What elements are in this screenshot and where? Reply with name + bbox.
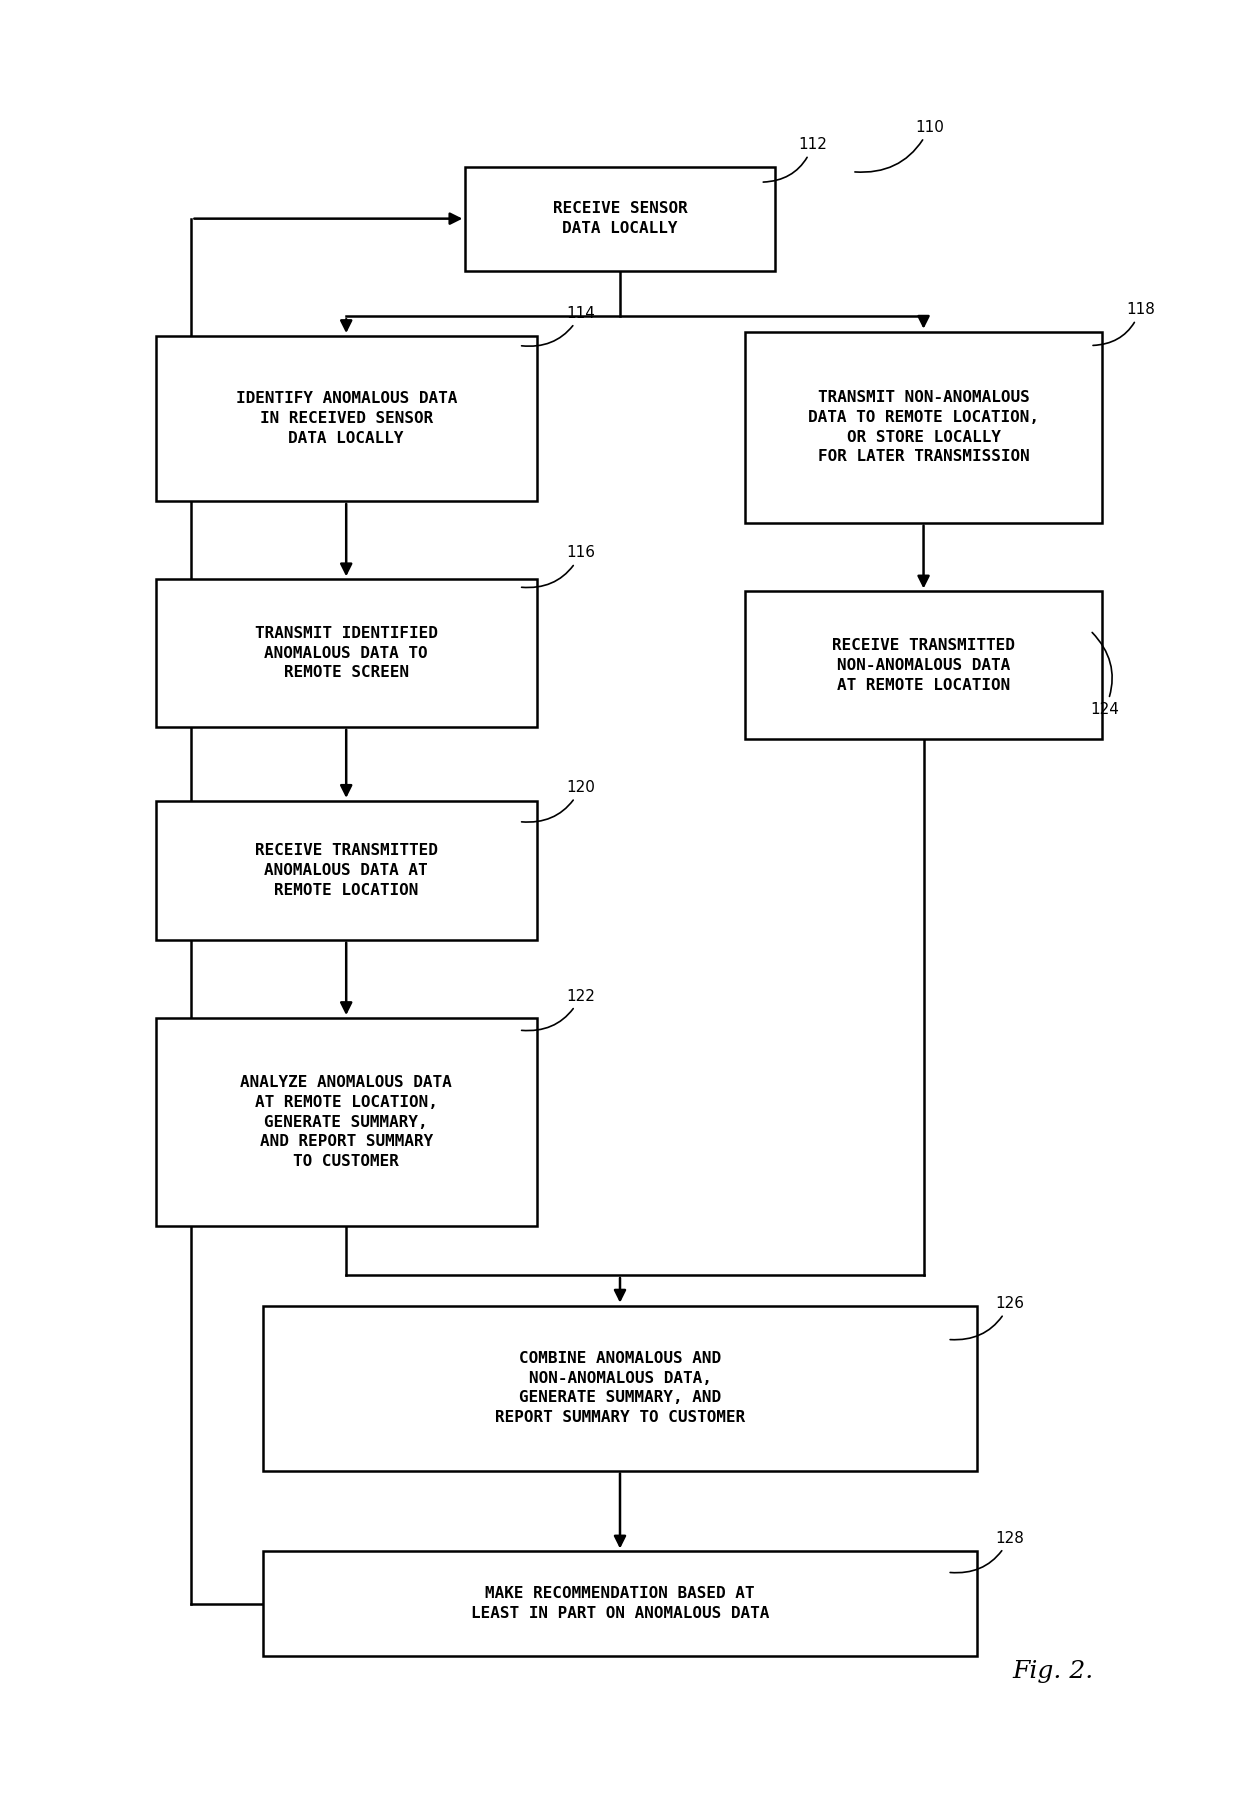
FancyBboxPatch shape bbox=[156, 337, 537, 501]
FancyBboxPatch shape bbox=[263, 1551, 977, 1656]
Text: 128: 128 bbox=[950, 1531, 1024, 1573]
Text: IDENTIFY ANOMALOUS DATA
IN RECEIVED SENSOR
DATA LOCALLY: IDENTIFY ANOMALOUS DATA IN RECEIVED SENS… bbox=[236, 391, 456, 445]
Text: 114: 114 bbox=[522, 306, 595, 346]
Text: 122: 122 bbox=[522, 988, 595, 1030]
FancyBboxPatch shape bbox=[465, 167, 775, 272]
Text: 116: 116 bbox=[522, 545, 595, 588]
Text: 124: 124 bbox=[1090, 632, 1118, 717]
Text: 110: 110 bbox=[854, 119, 944, 172]
Text: 126: 126 bbox=[950, 1296, 1024, 1339]
Text: ANALYZE ANOMALOUS DATA
AT REMOTE LOCATION,
GENERATE SUMMARY,
AND REPORT SUMMARY
: ANALYZE ANOMALOUS DATA AT REMOTE LOCATIO… bbox=[241, 1075, 453, 1169]
Text: 112: 112 bbox=[764, 138, 827, 183]
Text: RECEIVE SENSOR
DATA LOCALLY: RECEIVE SENSOR DATA LOCALLY bbox=[553, 201, 687, 235]
Text: Fig. 2.: Fig. 2. bbox=[1013, 1660, 1094, 1683]
FancyBboxPatch shape bbox=[745, 331, 1102, 523]
Text: MAKE RECOMMENDATION BASED AT
LEAST IN PART ON ANOMALOUS DATA: MAKE RECOMMENDATION BASED AT LEAST IN PA… bbox=[471, 1586, 769, 1622]
Text: TRANSMIT NON-ANOMALOUS
DATA TO REMOTE LOCATION,
OR STORE LOCALLY
FOR LATER TRANS: TRANSMIT NON-ANOMALOUS DATA TO REMOTE LO… bbox=[808, 389, 1039, 465]
FancyBboxPatch shape bbox=[156, 579, 537, 728]
FancyBboxPatch shape bbox=[745, 592, 1102, 738]
Text: 118: 118 bbox=[1092, 302, 1154, 346]
Text: RECEIVE TRANSMITTED
ANOMALOUS DATA AT
REMOTE LOCATION: RECEIVE TRANSMITTED ANOMALOUS DATA AT RE… bbox=[254, 843, 438, 898]
FancyBboxPatch shape bbox=[263, 1305, 977, 1470]
Text: 120: 120 bbox=[522, 780, 595, 822]
FancyBboxPatch shape bbox=[156, 800, 537, 939]
FancyBboxPatch shape bbox=[156, 1017, 537, 1227]
Text: RECEIVE TRANSMITTED
NON-ANOMALOUS DATA
AT REMOTE LOCATION: RECEIVE TRANSMITTED NON-ANOMALOUS DATA A… bbox=[832, 637, 1016, 693]
Text: COMBINE ANOMALOUS AND
NON-ANOMALOUS DATA,
GENERATE SUMMARY, AND
REPORT SUMMARY T: COMBINE ANOMALOUS AND NON-ANOMALOUS DATA… bbox=[495, 1350, 745, 1424]
Text: TRANSMIT IDENTIFIED
ANOMALOUS DATA TO
REMOTE SCREEN: TRANSMIT IDENTIFIED ANOMALOUS DATA TO RE… bbox=[254, 626, 438, 681]
